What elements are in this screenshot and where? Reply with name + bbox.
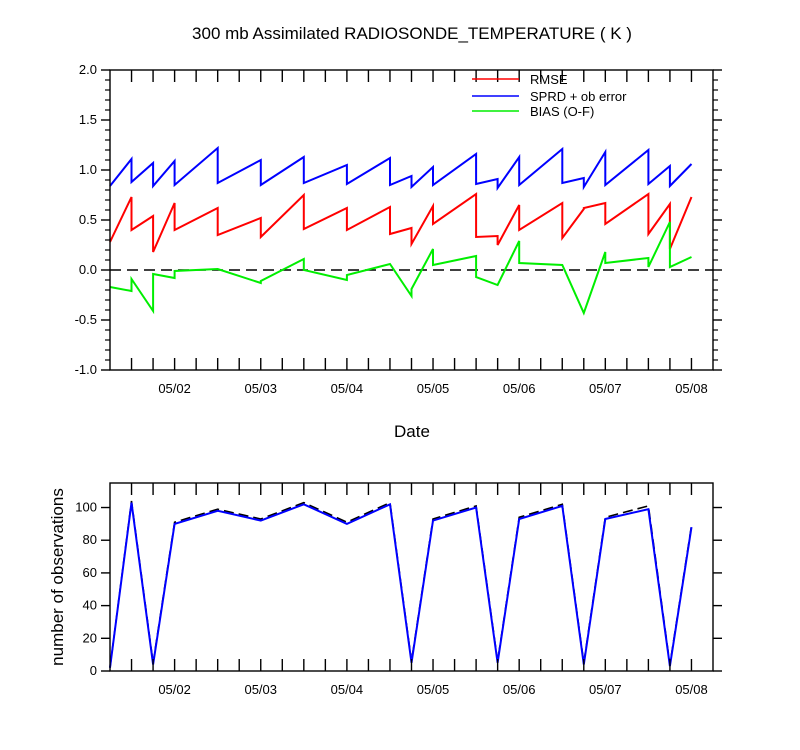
obs-x-tick-label: 05/05 bbox=[417, 682, 450, 697]
obs-x-tick-label: 05/03 bbox=[244, 682, 277, 697]
temperature-axes: 05/02 05/03 05/04 05/05 05/06 05/07 05/08 -1.0 -… bbox=[75, 62, 722, 396]
obs-y-tick-label: 100 bbox=[75, 500, 97, 515]
temp-x-tick-label: 05/02 bbox=[158, 381, 191, 396]
obs-y-tick-label: 40 bbox=[83, 598, 97, 613]
temperature-stats-panel: 05/02 05/03 05/04 05/05 05/06 05/07 05/08 -1.0 -… bbox=[75, 62, 722, 441]
obs-x-tick-label: 05/07 bbox=[589, 682, 622, 697]
obs-x-tick-label: 05/08 bbox=[675, 682, 708, 697]
chart-title: 300 mb Assimilated RADIOSONDE_TEMPERATUR… bbox=[192, 24, 632, 43]
temp-x-tick-label: 05/03 bbox=[244, 381, 277, 396]
temp-y-tick-label: 2.0 bbox=[79, 62, 97, 77]
legend-label-bias: BIAS (O-F) bbox=[530, 104, 594, 119]
temp-series-line-sprd-ob-error bbox=[109, 145, 693, 192]
x-axis-title: Date bbox=[394, 422, 430, 441]
temp-y-tick-label: 0.5 bbox=[79, 212, 97, 227]
temp-series-line-rmse bbox=[109, 192, 693, 253]
observation-count-panel: 05/02 05/03 05/04 05/05 05/06 05/07 05/08 0 20 40… bbox=[48, 482, 722, 697]
obs-y-tick-label: 80 bbox=[83, 532, 97, 547]
obs-x-tick-label: 05/02 bbox=[158, 682, 191, 697]
obs-series-line-solid bbox=[109, 502, 693, 668]
obs-y-tick-label: 20 bbox=[83, 630, 97, 645]
legend-label-sprd: SPRD + ob error bbox=[530, 89, 627, 104]
temp-y-tick-label: -1.0 bbox=[75, 362, 97, 377]
temp-x-tick-label: 05/08 bbox=[675, 381, 708, 396]
temp-y-tick-label: 1.5 bbox=[79, 112, 97, 127]
observation-series-group bbox=[109, 500, 693, 668]
temp-y-tick-label: 1.0 bbox=[79, 162, 97, 177]
obs-x-tick-label: 05/06 bbox=[503, 682, 536, 697]
temp-y-tick-label: 0.0 bbox=[79, 262, 97, 277]
temperature-series-group bbox=[109, 145, 693, 316]
temp-y-tick-label: -0.5 bbox=[75, 312, 97, 327]
obs-x-tick-label: 05/04 bbox=[331, 682, 364, 697]
obs-plot-frame bbox=[109, 482, 714, 672]
obs-y-tick-label: 60 bbox=[83, 565, 97, 580]
temp-x-tick-label: 05/05 bbox=[417, 381, 450, 396]
temp-plot-frame bbox=[109, 69, 714, 371]
y-axis-title-observations: number of observations bbox=[48, 488, 67, 666]
legend-label-rmse: RMSE bbox=[530, 72, 568, 87]
temp-x-tick-label: 05/04 bbox=[331, 381, 364, 396]
temp-series-line-bias-o-f bbox=[109, 221, 692, 316]
legend: RMSE SPRD + ob error BIAS (O-F) bbox=[472, 72, 627, 119]
observation-axes: 05/02 05/03 05/04 05/05 05/06 05/07 05/08 0 20 40… bbox=[75, 482, 722, 697]
obs-y-tick-label: 0 bbox=[90, 663, 97, 678]
temp-x-tick-label: 05/06 bbox=[503, 381, 536, 396]
temp-x-tick-label: 05/07 bbox=[589, 381, 622, 396]
